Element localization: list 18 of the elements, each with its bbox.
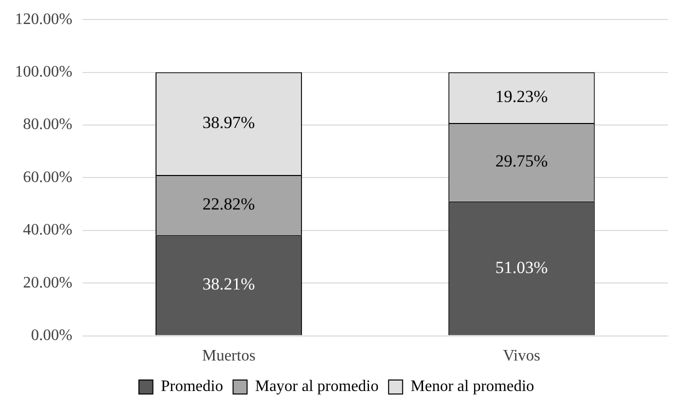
y-tick-label: 60.00%	[23, 168, 72, 186]
y-tick-label: 100.00%	[15, 64, 72, 81]
y-tick-label: 0.00%	[31, 327, 72, 344]
legend-label: Menor al promedio	[410, 378, 534, 396]
x-tick-label: Vivos	[502, 348, 540, 365]
data-label: 29.75%	[495, 152, 548, 171]
legend-label: Mayor al promedio	[255, 378, 379, 396]
y-tick-label: 80.00%	[23, 116, 72, 134]
y-tick-label: 120.00%	[15, 10, 72, 28]
data-label: 38.97%	[202, 113, 255, 132]
data-label: 51.03%	[495, 258, 548, 277]
x-tick-label: Muertos	[202, 348, 256, 365]
data-label: 22.82%	[202, 194, 255, 214]
y-tick-label: 20.00%	[23, 274, 72, 292]
data-label: 38.21%	[202, 274, 255, 294]
y-tick-label: 40.00%	[23, 222, 72, 239]
legend-label: Promedio	[160, 378, 224, 396]
data-label: 19.23%	[495, 87, 548, 106]
